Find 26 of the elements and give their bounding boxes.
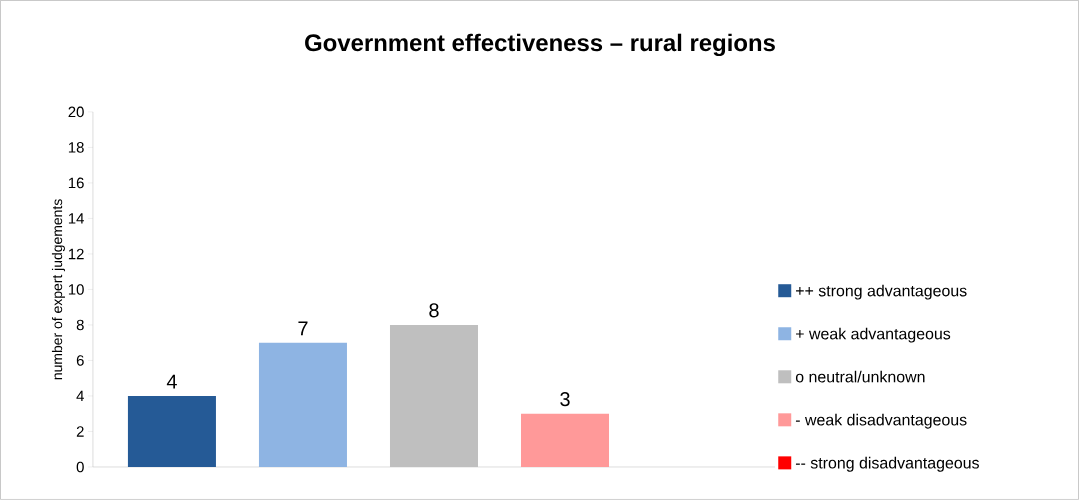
y-tick-label: 0	[76, 461, 84, 473]
y-axis-title: number of expert judgements	[51, 199, 65, 380]
legend-label: - weak disadvantageous	[795, 413, 967, 429]
chart-title: Government effectiveness – rural regions	[305, 33, 775, 57]
y-tick-label: 8	[76, 319, 84, 331]
bar	[127, 396, 216, 468]
legend-label: o neutral/unknown	[795, 370, 925, 383]
legend-label: ++ strong advantageous	[796, 284, 967, 300]
bar	[389, 325, 478, 468]
y-tick-label: 16	[68, 177, 84, 189]
legend-label: + weak advantageous	[796, 327, 951, 343]
y-tick-label: 18	[68, 142, 84, 153]
data-label: 7	[298, 321, 308, 336]
y-tick-label: 12	[68, 248, 84, 260]
y-tick-label: 4	[76, 390, 84, 402]
y-tick-label: 20	[68, 106, 84, 118]
legend-label: -- strong disadvantageous	[795, 456, 979, 472]
y-tick-label: 14	[68, 213, 84, 224]
data-label: 4	[166, 374, 177, 389]
bar	[521, 413, 610, 468]
y-tick-label: 6	[76, 355, 84, 366]
data-label: 8	[429, 303, 439, 318]
y-tick-label: 2	[76, 426, 84, 437]
y-tick-label: 10	[68, 284, 84, 295]
bar	[258, 342, 347, 468]
data-label: 3	[560, 392, 570, 407]
